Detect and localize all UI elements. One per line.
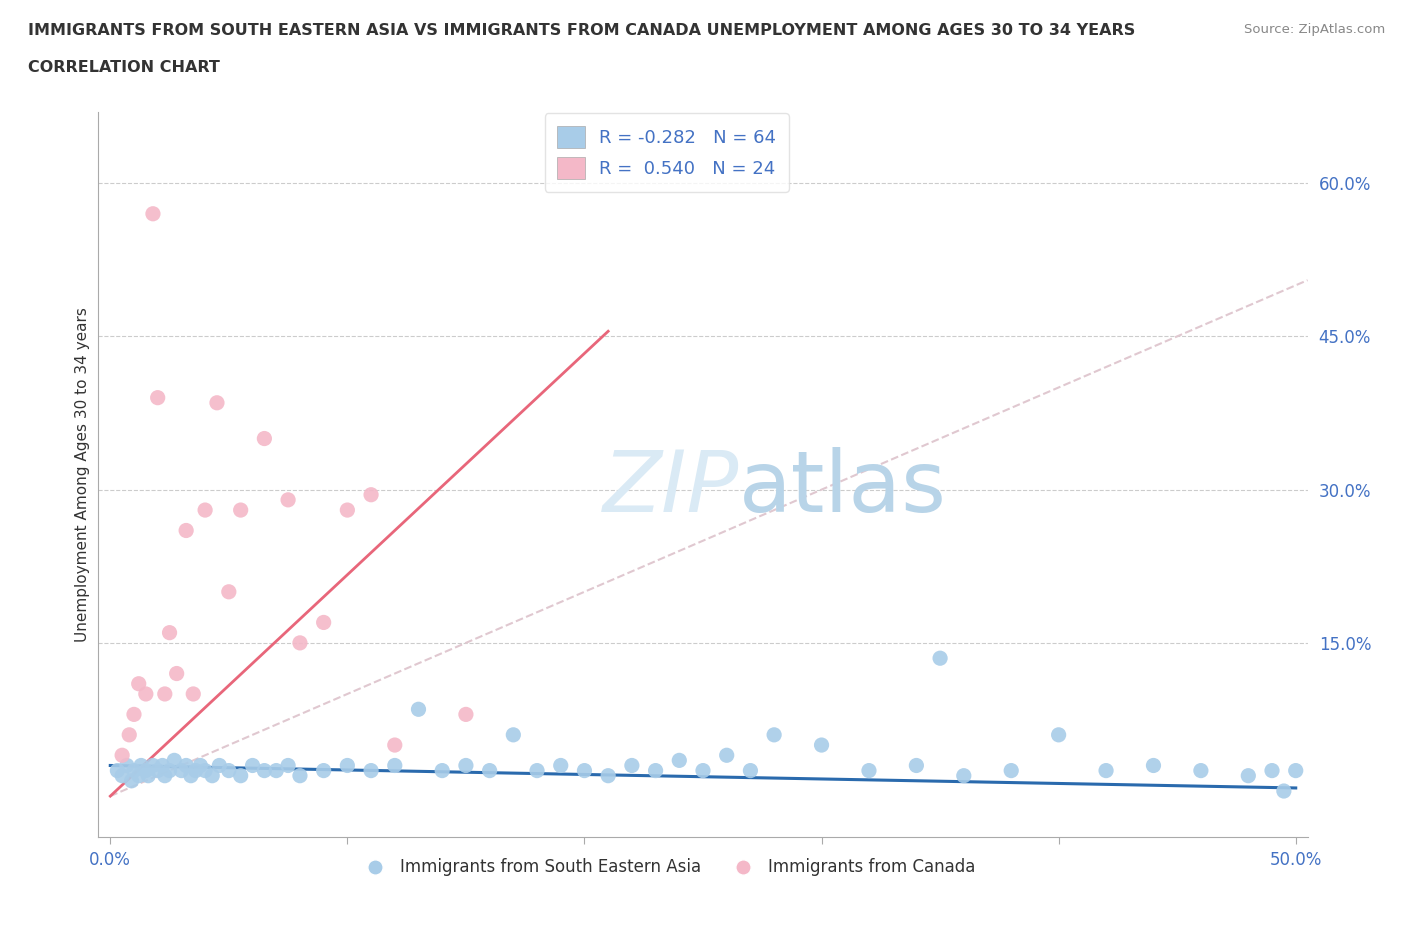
Point [952,768,974,783]
Point [184,764,207,778]
Point [336,502,359,517]
Point [153,768,176,783]
Legend: Immigrants from South Eastern Asia, Immigrants from Canada: Immigrants from South Eastern Asia, Immi… [352,852,981,883]
Point [136,768,159,783]
Point [1142,758,1164,773]
Point [159,625,181,640]
Point [526,764,548,778]
Y-axis label: Unemployment Among Ages 30 to 34 years: Unemployment Among Ages 30 to 34 years [75,307,90,642]
Point [111,768,134,783]
Point [384,758,406,773]
Point [229,502,252,517]
Point [1095,764,1118,778]
Point [620,758,643,773]
Text: CORRELATION CHART: CORRELATION CHART [28,60,219,75]
Point [312,615,335,630]
Point [229,768,252,783]
Point [170,764,193,778]
Point [336,758,359,773]
Point [740,764,762,778]
Point [142,758,165,773]
Point [129,758,152,773]
Point [277,492,299,507]
Point [153,686,176,701]
Point [288,635,311,650]
Point [598,768,620,783]
Point [810,737,832,752]
Point [122,707,145,722]
Point [194,764,217,778]
Point [163,753,186,768]
Point [181,686,204,701]
Text: Source: ZipAtlas.com: Source: ZipAtlas.com [1244,23,1385,36]
Point [190,758,212,773]
Point [288,768,311,783]
Point [384,737,406,752]
Text: IMMIGRANTS FROM SOUTH EASTERN ASIA VS IMMIGRANTS FROM CANADA UNEMPLOYMENT AMONG : IMMIGRANTS FROM SOUTH EASTERN ASIA VS IM… [28,23,1136,38]
Point [277,758,299,773]
Point [502,727,524,742]
Point [312,764,335,778]
Point [166,666,188,681]
Point [716,748,738,763]
Point [1261,764,1284,778]
Point [128,676,150,691]
Point [218,764,240,778]
Point [905,758,928,773]
Point [360,764,382,778]
Point [218,584,240,599]
Text: ZIP: ZIP [603,447,740,530]
Point [478,764,501,778]
Point [205,395,228,410]
Point [929,651,952,666]
Point [1189,764,1212,778]
Point [454,707,477,722]
Point [644,764,666,778]
Point [253,764,276,778]
Point [360,487,382,502]
Point [135,686,157,701]
Point [146,391,169,405]
Point [208,758,231,773]
Point [115,758,138,773]
Point [763,727,786,742]
Point [408,702,430,717]
Point [668,753,690,768]
Point [858,764,880,778]
Point [454,758,477,773]
Point [201,768,224,783]
Point [1000,764,1022,778]
Point [174,758,197,773]
Point [1285,764,1308,778]
Point [264,764,287,778]
Point [1272,784,1295,799]
Point [574,764,596,778]
Point [1047,727,1070,742]
Point [692,764,714,778]
Point [550,758,572,773]
Point [122,764,145,778]
Point [432,764,454,778]
Point [194,502,217,517]
Point [180,768,202,783]
Point [121,774,143,789]
Point [146,764,169,778]
Point [1237,768,1260,783]
Point [253,432,276,446]
Point [105,764,128,778]
Point [135,764,157,778]
Point [152,758,174,773]
Point [159,764,181,778]
Point [142,206,165,221]
Point [128,768,150,783]
Point [174,523,197,538]
Point [242,758,264,773]
Point [118,727,141,742]
Point [111,748,134,763]
Text: atlas: atlas [740,447,948,530]
